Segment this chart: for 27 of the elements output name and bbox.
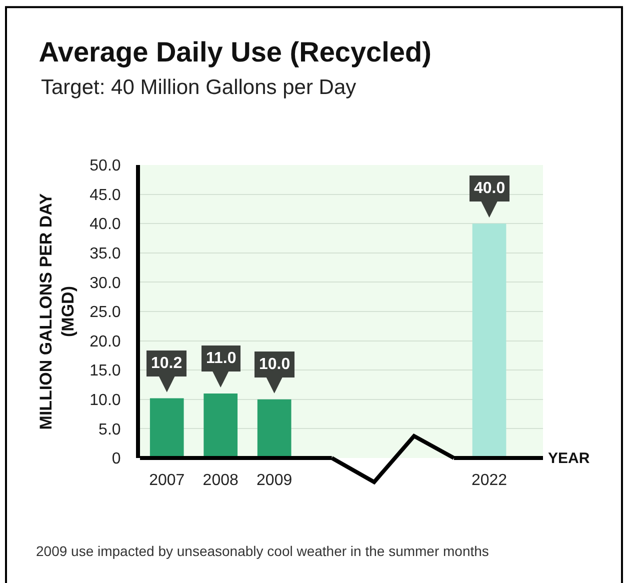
y-tick-label: 45.0 — [90, 186, 121, 204]
x-tick-label: 2022 — [471, 472, 508, 489]
chart-title: Average Daily Use (Recycled) — [38, 36, 432, 68]
data-label: 11.0 — [206, 350, 236, 367]
y-tick-label: 15.0 — [90, 362, 121, 380]
data-label: 10.2 — [151, 355, 182, 372]
x-axis-title: YEAR — [548, 450, 590, 467]
y-tick-label: 0 — [112, 450, 121, 468]
x-tick-label: 2008 — [202, 472, 238, 489]
y-axis-title: MILLION GALLONS PER DAY (MGD) — [36, 192, 78, 430]
bar — [204, 394, 238, 458]
data-label: 10.0 — [259, 356, 290, 373]
x-tick-label: 2007 — [149, 472, 185, 489]
y-tick-label: 35.0 — [90, 246, 121, 262]
text: 2009 use impacted by unseasonably cool weather in the summer months — [36, 543, 489, 559]
y-tick-label: 10.0 — [90, 392, 121, 409]
y-tick-label: 50.0 — [90, 158, 121, 175]
x-tick-label: 2009 — [256, 472, 292, 489]
y-tick-label: 20.0 — [90, 333, 121, 350]
bar — [257, 399, 292, 458]
y-tick-label: 40.0 — [90, 216, 121, 234]
y-tick-label: 5.0 — [98, 421, 121, 438]
data-label: 40.0 — [474, 180, 506, 197]
chart-subtitle: Target: 40 Million Gallons per Day — [41, 76, 357, 99]
y-tick-label: 30.0 — [90, 274, 121, 292]
bar — [150, 398, 184, 458]
y-tick-label: 25.0 — [90, 304, 121, 322]
